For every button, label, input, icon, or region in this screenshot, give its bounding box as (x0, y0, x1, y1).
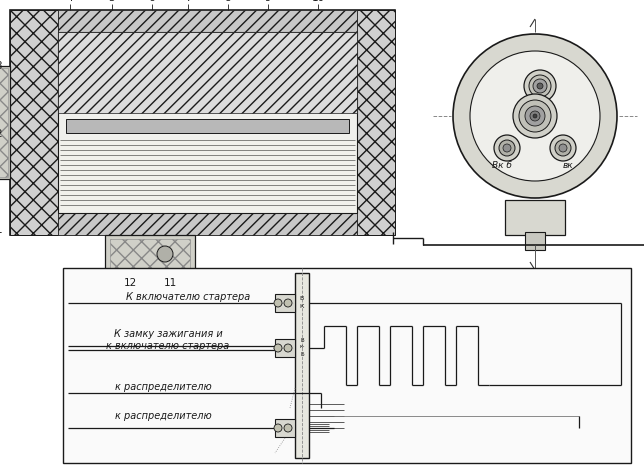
Text: Вк б: Вк б (492, 162, 512, 171)
Text: к включателю стартера: к включателю стартера (106, 341, 230, 351)
Circle shape (519, 100, 551, 132)
Text: к распределителю: к распределителю (115, 411, 211, 421)
Circle shape (503, 144, 511, 152)
Circle shape (537, 83, 543, 89)
Bar (110, 239, 190, 269)
Bar (357, 10, 395, 235)
Circle shape (525, 106, 545, 126)
Bar (275, 294, 295, 312)
Bar (505, 200, 565, 235)
Bar (275, 419, 295, 437)
Text: В: В (300, 295, 304, 300)
Circle shape (559, 144, 567, 152)
Circle shape (499, 140, 515, 156)
Bar (66, 119, 349, 133)
Bar (525, 232, 545, 250)
Circle shape (274, 299, 282, 307)
Bar (0, 66, 10, 179)
Text: 5: 5 (109, 0, 115, 3)
Circle shape (274, 344, 282, 352)
Bar (10, 10, 58, 235)
Text: 3: 3 (0, 61, 2, 71)
Text: 11: 11 (164, 278, 176, 288)
Text: 8: 8 (225, 0, 231, 3)
Bar (105, 235, 195, 273)
Text: 7: 7 (185, 0, 191, 3)
Text: 2: 2 (0, 129, 2, 139)
Circle shape (550, 135, 576, 161)
Text: к-: к- (299, 344, 305, 349)
Circle shape (529, 75, 551, 97)
Bar (0, 68, 8, 177)
Circle shape (453, 34, 617, 198)
Circle shape (555, 140, 571, 156)
Text: К: К (300, 304, 304, 309)
Bar (58, 213, 357, 235)
Text: К замку зажигания и: К замку зажигания и (113, 329, 222, 339)
Text: В: В (300, 339, 304, 343)
Bar (295, 273, 309, 458)
Bar (275, 339, 295, 357)
Text: 10: 10 (312, 0, 325, 3)
Circle shape (530, 111, 540, 121)
Circle shape (533, 114, 537, 118)
Bar (10, 10, 395, 235)
Bar (58, 32, 357, 114)
Text: 4: 4 (67, 0, 73, 3)
Text: 1: 1 (0, 225, 2, 235)
Circle shape (284, 344, 292, 352)
Circle shape (494, 135, 520, 161)
Circle shape (533, 79, 547, 93)
Circle shape (513, 94, 557, 138)
Text: 9: 9 (265, 0, 271, 3)
Circle shape (274, 424, 282, 432)
Circle shape (284, 299, 292, 307)
Text: 6: 6 (149, 0, 155, 3)
Bar (58, 10, 357, 32)
Text: Б: Б (300, 351, 304, 357)
Circle shape (470, 51, 600, 181)
Bar (58, 32, 357, 213)
Circle shape (284, 424, 292, 432)
Circle shape (524, 70, 556, 102)
Text: вк: вк (563, 162, 573, 171)
Text: 12: 12 (124, 278, 137, 288)
Text: К включателю стартера: К включателю стартера (126, 292, 250, 302)
Text: к распределителю: к распределителю (115, 382, 211, 392)
Circle shape (157, 246, 173, 262)
Bar (63, 268, 631, 463)
